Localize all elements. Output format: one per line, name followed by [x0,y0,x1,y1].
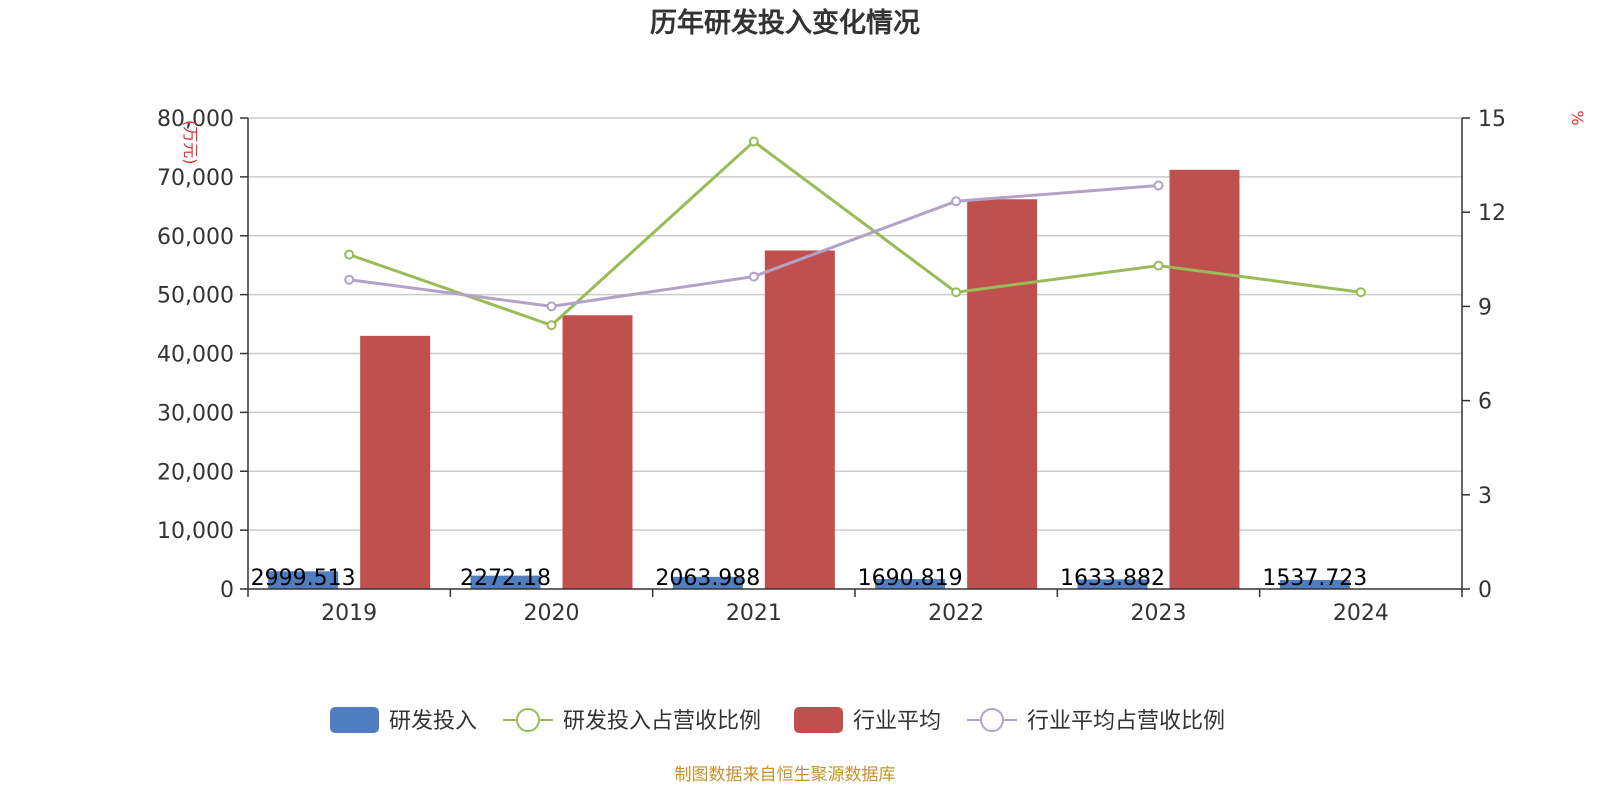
industry-bar [360,335,431,589]
left-tick-label: 70,000 [157,166,234,191]
right-tick-label: 15 [1478,107,1506,132]
x-tick-label: 2021 [726,601,782,626]
bar-value-label: 2272.18 [460,566,551,591]
legend: 研发投入 研发投入占营收比例 行业平均 行业平均占营收比例 [330,707,1225,734]
legend-marker [980,708,1004,732]
line-point [748,136,759,147]
legend-label: 研发投入占营收比例 [563,709,761,734]
rd-bar [1077,579,1148,589]
right-tick-label: 12 [1478,201,1506,226]
bar-value-label: 1690.819 [858,566,963,591]
bar-value-label: 2999.513 [251,566,356,591]
grid-lines [248,117,1462,531]
legend-swatch [330,707,379,733]
left-tick-label: 0 [220,578,234,603]
right-tick-label: 3 [1478,484,1492,509]
rd-ratio-line [348,139,1362,327]
left-tick-label: 50,000 [157,284,234,309]
line-point [1355,287,1366,298]
industry-bar [1169,169,1240,589]
x-tick-label: 2024 [1333,601,1389,626]
bar-value-label: 1633.882 [1060,566,1165,591]
rd-bar [268,571,339,589]
left-axis-unit: (万元) [181,120,200,165]
line-point [546,301,557,312]
industry-bar [967,199,1038,589]
line-point [1153,260,1164,271]
line-point [951,287,962,298]
source-note: 制图数据来自恒生聚源数据库 [675,765,896,785]
left-tick-label: 30,000 [157,401,234,426]
line-point [344,274,355,285]
bars [268,169,1350,589]
left-tick-label: 80,000 [157,107,234,132]
line-point [951,196,962,207]
x-tick-label: 2022 [928,601,984,626]
data-labels: 2999.513 2272.18 2063.988 1690.819 1633.882 1… [251,566,1368,591]
line-point [344,249,355,260]
rd-bar [1279,579,1350,589]
line-point [748,271,759,282]
rd-bar [875,579,946,589]
legend-label: 研发投入 [389,709,477,734]
legend-label: 行业平均 [853,709,941,734]
axes: 0 10,000 20,000 30,000 40,000 50,000 60,000 70,… [157,107,1506,626]
right-tick-label: 0 [1478,578,1492,603]
right-tick-label: 9 [1478,295,1492,320]
legend-label: 行业平均占营收比例 [1027,709,1225,734]
x-tick-label: 2020 [524,601,580,626]
bar-value-label: 1537.723 [1262,566,1367,591]
x-tick-label: 2023 [1131,601,1187,626]
legend-swatch [794,707,843,733]
x-tick-label: 2019 [321,601,377,626]
legend-marker [516,708,540,732]
industry-bar [764,250,835,589]
right-axis-unit: % [1568,110,1587,125]
left-tick-label: 60,000 [157,225,234,250]
lines [344,136,1366,331]
left-tick-label: 40,000 [157,343,234,368]
chart-title: 历年研发投入变化情况 [650,7,920,39]
rd-bar [672,576,743,589]
bar-value-label: 2063.988 [655,566,760,591]
right-tick-label: 6 [1478,390,1492,415]
rd-bar [470,575,541,589]
left-tick-label: 20,000 [157,460,234,485]
left-tick-label: 10,000 [157,519,234,544]
line-point [546,320,557,331]
line-point [1153,180,1164,191]
industry-bar [562,315,633,589]
